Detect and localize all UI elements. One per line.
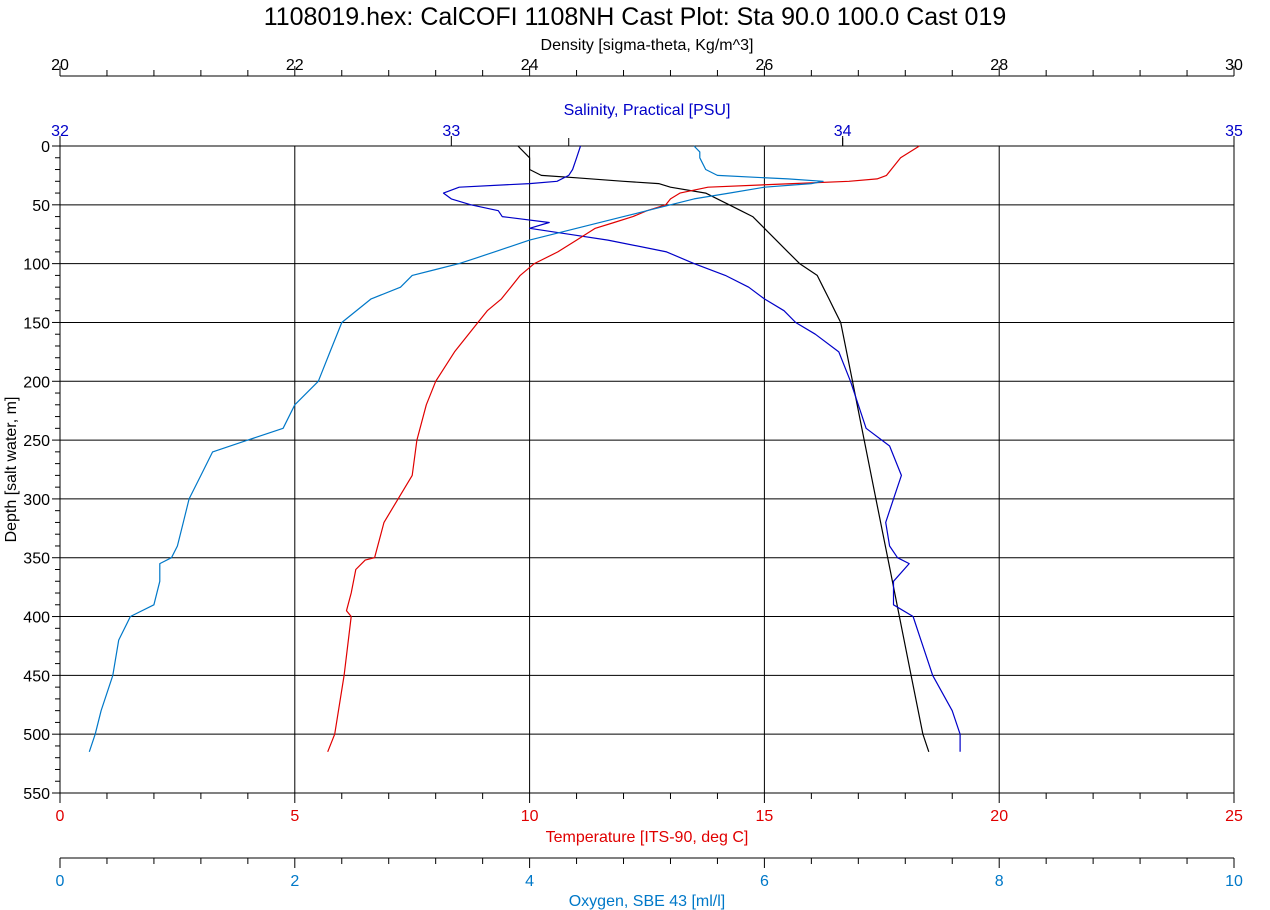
temperature-tick-label: 0 — [56, 808, 65, 825]
depth-tick-label: 100 — [23, 257, 50, 274]
depth-tick-label: 400 — [23, 610, 50, 627]
oxygen-tick-label: 2 — [290, 873, 299, 890]
depth-tick-label: 350 — [23, 551, 50, 568]
density-tick-label: 24 — [521, 57, 539, 74]
salinity-tick-label: 34 — [834, 123, 852, 140]
depth-tick-label: 200 — [23, 374, 50, 391]
oxygen-tick-label: 0 — [56, 873, 65, 890]
temperature-axis-label: Temperature [ITS-90, deg C] — [546, 829, 749, 846]
depth-tick-label: 450 — [23, 668, 50, 685]
temperature-tick-label: 25 — [1225, 808, 1243, 825]
density-tick-label: 28 — [990, 57, 1008, 74]
salinity-axis-label: Salinity, Practical [PSU] — [564, 102, 731, 119]
temperature-tick-label: 10 — [521, 808, 539, 825]
temperature-profile-line — [327, 145, 920, 753]
series-lines — [88, 145, 961, 753]
depth-tick-label: 300 — [23, 492, 50, 509]
salinity-profile-line — [442, 145, 961, 752]
oxygen-tick-label: 10 — [1225, 873, 1243, 890]
depth-tick-label: 150 — [23, 315, 50, 332]
depth-tick-label: 500 — [23, 727, 50, 744]
salinity-tick-label: 33 — [442, 123, 460, 140]
density-axis-label: Density [sigma-theta, Kg/m^3] — [541, 37, 754, 54]
depth-axis-label: Depth [salt water, m] — [3, 397, 20, 543]
density-tick-label: 30 — [1225, 57, 1243, 74]
oxygen-tick-label: 4 — [525, 873, 534, 890]
temperature-tick-label: 15 — [756, 808, 774, 825]
depth-tick-label: 50 — [32, 198, 50, 215]
oxygen-profile-line — [88, 145, 824, 752]
oxygen-tick-label: 6 — [760, 873, 769, 890]
depth-tick-label: 250 — [23, 433, 50, 450]
density-profile-line — [517, 145, 930, 752]
temperature-tick-label: 5 — [290, 808, 299, 825]
salinity-tick-label: 32 — [51, 123, 69, 140]
chart-title: 1108019.hex: CalCOFI 1108NH Cast Plot: S… — [264, 3, 1007, 31]
plot-frame — [59, 145, 1235, 794]
oxygen-tick-label: 8 — [995, 873, 1004, 890]
grid — [59, 145, 1235, 794]
density-tick-label: 20 — [51, 57, 69, 74]
density-tick-label: 22 — [286, 57, 304, 74]
salinity-tick-label: 35 — [1225, 123, 1243, 140]
temperature-tick-label: 20 — [990, 808, 1008, 825]
depth-tick-label: 550 — [23, 786, 50, 803]
oxygen-axis-label: Oxygen, SBE 43 [ml/l] — [569, 893, 726, 910]
density-tick-label: 26 — [756, 57, 774, 74]
depth-tick-label: 0 — [41, 139, 50, 156]
